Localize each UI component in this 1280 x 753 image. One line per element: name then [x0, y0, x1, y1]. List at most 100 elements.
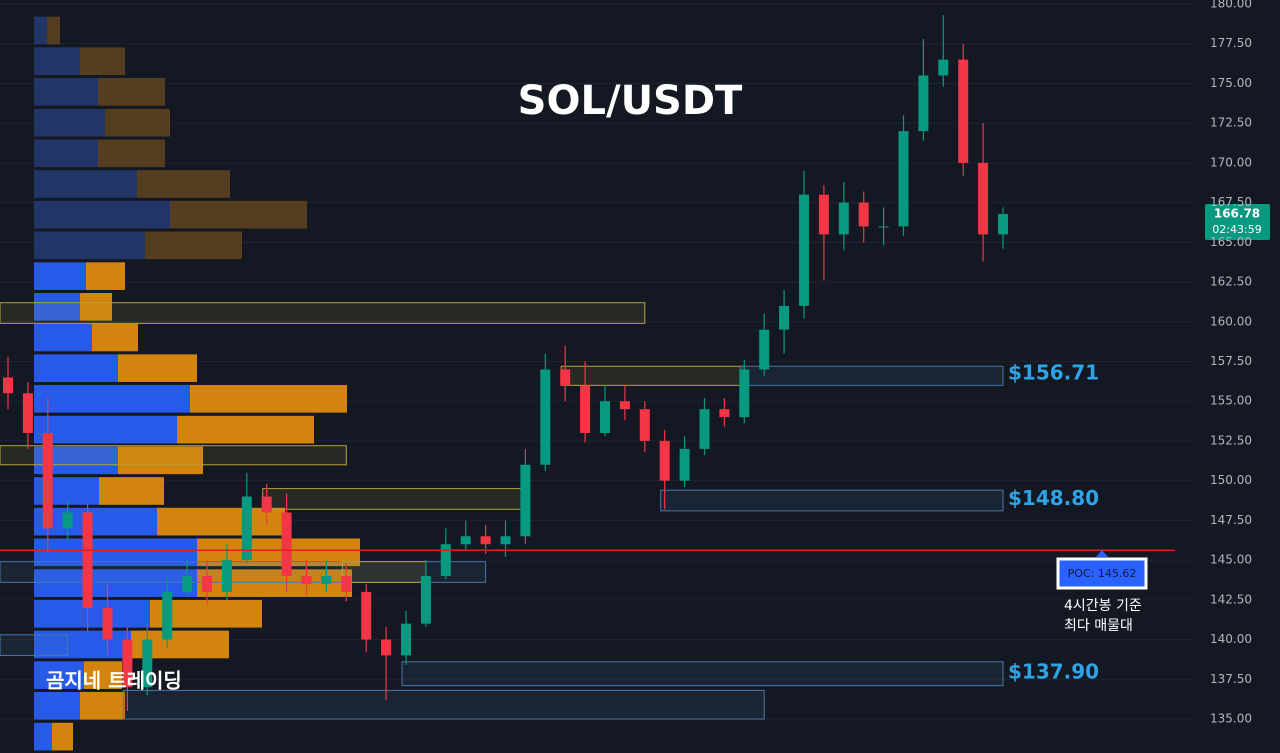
candle-body — [401, 623, 411, 656]
y-tick-label: 135.00 — [1210, 712, 1252, 726]
y-tick-label: 170.00 — [1210, 155, 1252, 169]
candle-body — [779, 305, 790, 330]
y-tick-label: 172.50 — [1210, 116, 1252, 130]
profile-buy — [34, 691, 80, 720]
candle-body — [799, 194, 809, 306]
profile-sell — [170, 200, 307, 229]
zone — [560, 365, 745, 386]
candle-body — [221, 560, 232, 592]
candle-body — [739, 369, 750, 418]
profile-buy — [34, 170, 137, 198]
y-tick-label: 177.50 — [1210, 36, 1252, 50]
profile-buy — [34, 262, 86, 290]
profile-buy — [34, 661, 84, 689]
profile-buy — [34, 292, 80, 321]
profile-buy — [34, 200, 170, 229]
profile-sell — [98, 78, 165, 106]
profile-buy — [34, 47, 80, 76]
y-tick-label: 155.00 — [1210, 394, 1252, 408]
poc-pointer — [1096, 550, 1108, 557]
candle-body — [958, 59, 969, 163]
candle-body — [878, 226, 889, 228]
poc-box — [1056, 557, 1148, 590]
y-tick-label: 150.00 — [1210, 473, 1252, 487]
y-tick-label: 180.00 — [1210, 0, 1252, 11]
zone — [739, 365, 1004, 386]
candle-body — [838, 202, 849, 235]
profile-sell — [105, 108, 170, 137]
profile-sell — [99, 477, 164, 505]
zone — [660, 489, 1004, 512]
profile-buy — [34, 16, 47, 45]
zone-label: $156.71 — [1008, 361, 1099, 385]
candle-body — [440, 544, 451, 576]
price-tag — [1205, 204, 1270, 241]
profile-sell — [80, 47, 125, 76]
zone — [122, 689, 765, 720]
candle-body — [361, 591, 372, 640]
candle-body — [898, 131, 909, 227]
candle-body — [341, 576, 352, 592]
chart-title: SOL/USDT — [518, 78, 743, 124]
zone-label: $148.80 — [1008, 486, 1099, 510]
profile-sell — [177, 415, 314, 444]
candle-body — [759, 329, 770, 370]
candle-body — [818, 194, 829, 235]
candle-body — [719, 409, 730, 418]
y-tick-label: 140.00 — [1210, 632, 1252, 646]
candle-body — [520, 464, 531, 537]
zone — [401, 661, 1004, 687]
profile-sell — [92, 323, 138, 352]
profile-sell — [84, 661, 122, 689]
profile-sell — [47, 16, 60, 45]
y-tick-label: 167.50 — [1210, 195, 1252, 209]
profile-sell — [118, 446, 203, 475]
profile-buy — [34, 139, 98, 168]
candle-body — [381, 639, 392, 656]
y-tick-label: 137.50 — [1210, 672, 1252, 686]
candle-body — [580, 385, 591, 433]
zone — [0, 445, 347, 466]
profile-buy — [34, 231, 145, 260]
candle-body — [460, 536, 471, 545]
profile-sell — [86, 262, 125, 290]
candle-body — [540, 369, 551, 465]
zone — [0, 634, 69, 656]
candle-body — [918, 75, 929, 132]
y-tick-label: 175.00 — [1210, 76, 1252, 90]
candle-body — [82, 512, 93, 608]
candle-body — [142, 639, 153, 688]
candle-body — [122, 639, 133, 688]
candle-body — [162, 591, 173, 640]
zone — [341, 561, 427, 583]
watermark: 곰지네 트레이딩 — [46, 669, 182, 693]
candle-body — [3, 377, 13, 394]
candle-body — [978, 162, 989, 235]
candle-body — [182, 576, 193, 592]
y-tick-label: 152.50 — [1210, 433, 1252, 447]
candle-body — [241, 496, 252, 561]
profile-buy — [34, 354, 118, 382]
candle-body — [281, 512, 292, 576]
y-tick-label: 165.00 — [1210, 235, 1252, 249]
candle-body — [420, 576, 431, 624]
zone — [262, 488, 526, 510]
candle-body — [321, 576, 332, 584]
candle-body — [500, 536, 511, 545]
candle-body — [858, 202, 869, 227]
candle-body — [480, 536, 491, 545]
candle-body — [560, 369, 571, 386]
candle-body — [42, 433, 53, 529]
profile-buy — [34, 78, 98, 106]
y-tick-label: 145.00 — [1210, 553, 1252, 567]
profile-sell — [137, 170, 230, 198]
zone — [0, 302, 646, 324]
profile-buy — [34, 507, 157, 536]
candle-body — [22, 393, 33, 433]
candle-body — [62, 512, 73, 529]
y-tick-label: 157.50 — [1210, 354, 1252, 368]
y-tick-label: 147.50 — [1210, 513, 1252, 527]
candle-body — [938, 59, 949, 76]
